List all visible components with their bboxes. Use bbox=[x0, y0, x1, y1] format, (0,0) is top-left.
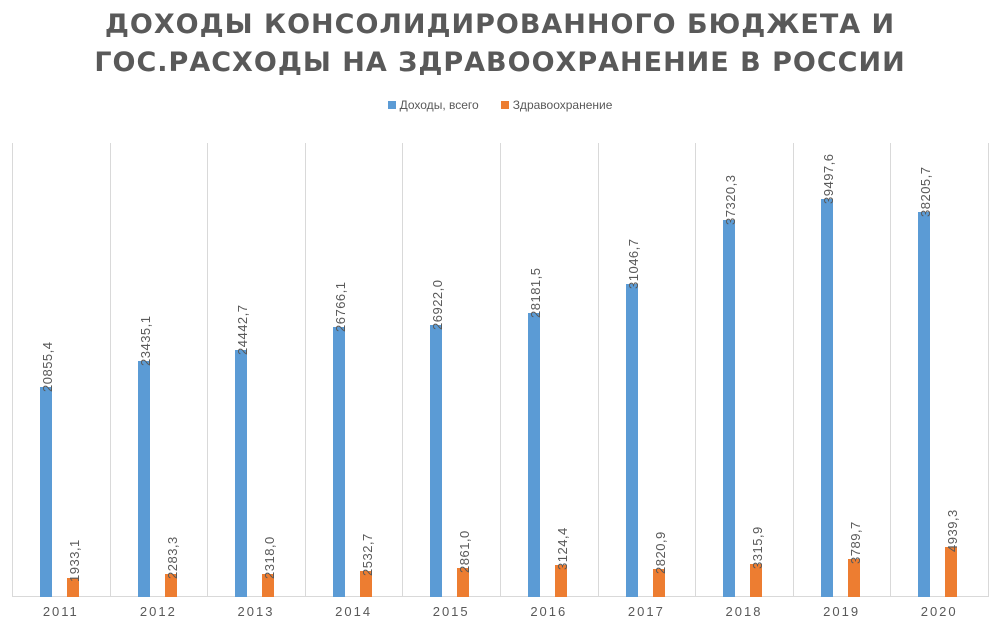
bar-healthcare bbox=[359, 571, 372, 597]
data-label: 26766,1 bbox=[332, 281, 348, 332]
x-axis-tick-label: 2019 bbox=[823, 604, 861, 619]
bar-revenue bbox=[528, 312, 540, 597]
data-label: 28181,5 bbox=[528, 267, 543, 318]
bar-healthcare bbox=[750, 563, 763, 597]
bar-revenue bbox=[235, 350, 248, 597]
bar-revenue bbox=[723, 220, 736, 597]
legend-item-revenue: Доходы, всего bbox=[387, 98, 479, 112]
x-axis-tick-label: 2012 bbox=[139, 604, 177, 619]
bar-revenue bbox=[820, 198, 833, 597]
x-axis-tick-label: 2016 bbox=[530, 604, 568, 619]
gridline bbox=[500, 143, 501, 597]
legend-label: Доходы, всего bbox=[399, 98, 479, 112]
legend-label: Здравоохранение bbox=[512, 98, 613, 112]
data-label: 3789,7 bbox=[847, 521, 863, 564]
bar-healthcare bbox=[555, 565, 567, 597]
data-label: 1933,1 bbox=[67, 539, 82, 583]
gridline bbox=[988, 143, 989, 597]
data-label: 23435,1 bbox=[137, 315, 153, 366]
data-label: 38205,7 bbox=[918, 166, 934, 217]
gridline bbox=[305, 143, 306, 597]
plot-area: 20855,4 23435,1 24442,7 26766,1 26922,0 28181… bbox=[12, 143, 989, 597]
gridline bbox=[110, 143, 111, 597]
data-label: 2283,3 bbox=[164, 536, 180, 579]
bar-healthcare bbox=[457, 568, 470, 597]
data-label: 37320,3 bbox=[723, 174, 739, 226]
data-label: 4939,3 bbox=[945, 509, 961, 553]
bar-healthcare bbox=[164, 573, 177, 597]
bar-healthcare bbox=[67, 577, 79, 597]
x-axis-tick-label: 2018 bbox=[725, 604, 763, 619]
bar-revenue bbox=[918, 211, 931, 597]
gridline bbox=[598, 143, 599, 597]
data-label: 3315,9 bbox=[750, 525, 766, 569]
x-axis-tick-label: 2011 bbox=[42, 604, 79, 619]
legend-swatch-blue-icon bbox=[387, 101, 396, 109]
bar-revenue bbox=[40, 386, 52, 597]
data-label: 3124,4 bbox=[555, 527, 570, 571]
data-label: 24442,7 bbox=[235, 304, 251, 356]
gridline bbox=[402, 143, 403, 597]
x-axis-baseline bbox=[12, 596, 988, 597]
bar-healthcare bbox=[945, 547, 958, 597]
legend-item-healthcare: Здравоохранение bbox=[500, 98, 613, 112]
legend-swatch-orange-icon bbox=[500, 101, 509, 109]
bar-healthcare bbox=[652, 568, 665, 597]
gridline bbox=[12, 143, 13, 597]
bar-revenue bbox=[137, 360, 150, 597]
x-axis-tick-label: 2020 bbox=[920, 604, 958, 619]
bar-healthcare bbox=[847, 558, 860, 597]
chart-title-line-2: ГОС.РАСХОДЫ НА ЗДРАВООХРАНЕНИЕ В РОССИИ bbox=[94, 47, 906, 78]
gridline bbox=[695, 143, 696, 597]
bar-healthcare bbox=[262, 573, 275, 597]
data-label: 2820,9 bbox=[652, 530, 668, 574]
bar-revenue bbox=[430, 325, 443, 597]
x-axis-tick-label: 2014 bbox=[335, 604, 373, 619]
chart-title: ДОХОДЫ КОНСОЛИДИРОВАННОГО БЮДЖЕТА И ГОС.… bbox=[0, 6, 1000, 82]
data-label: 39497,6 bbox=[820, 153, 836, 204]
x-axis-tick-label: 2017 bbox=[627, 604, 665, 619]
data-label: 20855,4 bbox=[40, 341, 55, 392]
chart-title-line-1: ДОХОДЫ КОНСОЛИДИРОВАННОГО БЮДЖЕТА И bbox=[104, 9, 896, 40]
gridline bbox=[207, 143, 208, 597]
x-axis-tick-label: 2013 bbox=[237, 604, 275, 619]
gridline bbox=[890, 143, 891, 597]
bar-revenue bbox=[332, 326, 345, 597]
data-label: 2318,0 bbox=[262, 535, 278, 579]
data-label: 2861,0 bbox=[457, 530, 473, 574]
chart-legend: Доходы, всего Здравоохранение bbox=[0, 98, 1000, 112]
data-label: 31046,7 bbox=[625, 238, 641, 289]
bar-revenue bbox=[625, 283, 638, 597]
data-label: 26922,0 bbox=[430, 279, 446, 331]
x-axis-tick-label: 2015 bbox=[432, 604, 470, 619]
gridline bbox=[793, 143, 794, 597]
data-label: 2532,7 bbox=[359, 533, 375, 577]
